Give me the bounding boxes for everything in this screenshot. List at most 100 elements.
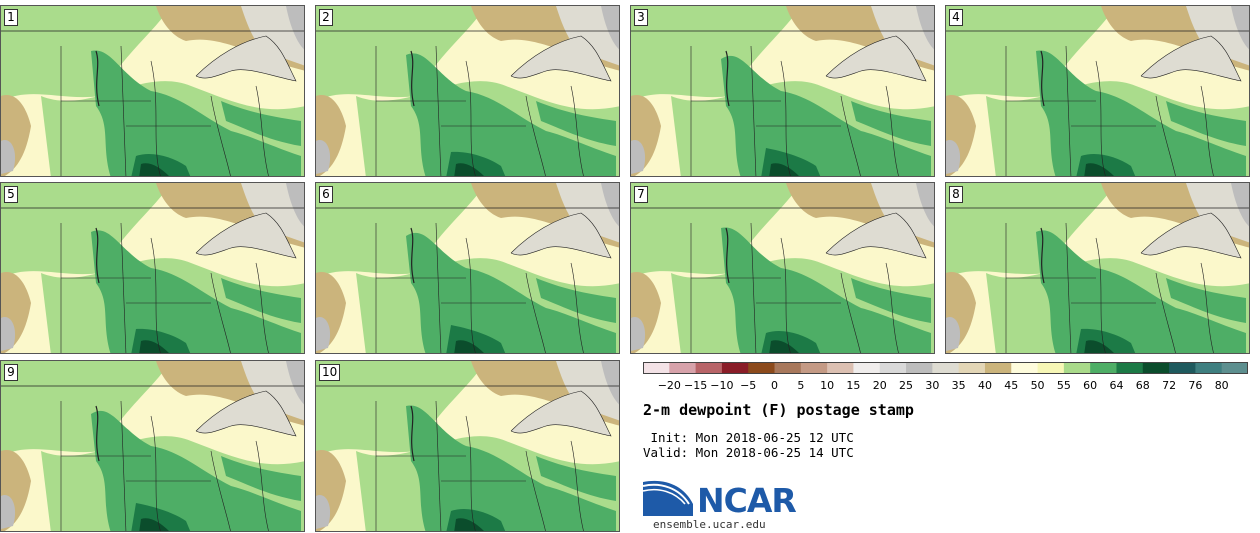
- dewpoint-map: [631, 183, 934, 353]
- colorbar-swatch: [879, 362, 907, 374]
- field-green-east: [221, 101, 301, 146]
- dewpoint-map: [316, 183, 619, 353]
- lake-michigan-shore: [255, 440, 269, 531]
- colorbar-swatch: [906, 362, 933, 374]
- lake-superior-shore: [195, 390, 297, 437]
- lake-superior: [196, 391, 296, 436]
- field-light-green: [631, 183, 801, 278]
- lake-superior-shore: [825, 212, 927, 259]
- colorbar-outline: [643, 362, 1248, 374]
- map-panel-4: 4: [945, 5, 1250, 177]
- river: [410, 50, 415, 107]
- state-border: [120, 45, 127, 176]
- field-grey-west: [316, 140, 331, 174]
- colorbar-swatch: [958, 362, 986, 374]
- dewpoint-map: [316, 6, 619, 176]
- field-dark-grey: [601, 361, 619, 405]
- field-darkest-green: [769, 340, 799, 353]
- colorbar-swatch: [1116, 362, 1144, 374]
- field-green-east: [221, 278, 301, 323]
- field-green-east: [536, 278, 616, 323]
- colorbar-tick-label: 20: [872, 379, 887, 392]
- dewpoint-map: [631, 6, 934, 176]
- colorbar-tick-label: 35: [951, 379, 966, 392]
- panel-label: 5: [4, 186, 18, 203]
- colorbar-tick-label: 5: [797, 379, 805, 392]
- state-border: [1095, 237, 1106, 353]
- colorbar-tick-label: 64: [1109, 379, 1124, 392]
- colorbar-swatch: [1195, 362, 1223, 374]
- colorbar-swatch: [800, 362, 828, 374]
- state-border: [465, 237, 476, 353]
- field-green-east: [536, 101, 616, 146]
- field-green-east: [1166, 278, 1246, 323]
- state-border: [465, 60, 476, 176]
- logo-wordmark: NCAR: [697, 481, 797, 520]
- field-grey: [556, 183, 619, 243]
- field-green-east: [851, 278, 931, 323]
- state-border: [120, 222, 127, 353]
- lake-superior: [1141, 36, 1241, 81]
- lake-michigan-shore: [570, 440, 584, 531]
- state-border: [465, 415, 476, 531]
- colorbar-swatch: [669, 362, 697, 374]
- state-border: [1155, 272, 1176, 353]
- colorbar-tick-label: 10: [820, 379, 835, 392]
- map-panel-5: 5: [0, 182, 305, 354]
- state-border: [435, 45, 442, 176]
- colorbar-swatch: [932, 362, 960, 374]
- panel-label: 1: [4, 9, 18, 26]
- colorbar-tick-label: −5: [740, 379, 757, 392]
- colorbar-swatch: [695, 362, 723, 374]
- field-grey: [871, 183, 934, 243]
- dewpoint-map: [1, 183, 304, 353]
- field-dark-grey: [286, 6, 304, 50]
- field-grey: [241, 183, 304, 243]
- field-darkest-green: [1084, 340, 1114, 353]
- lake-superior-shore: [825, 35, 927, 82]
- state-border: [1095, 60, 1106, 176]
- field-green-east: [221, 456, 301, 501]
- field-light-green: [1, 6, 171, 101]
- field-dark-grey: [1231, 6, 1249, 50]
- colorbar-tick-label: 0: [771, 379, 779, 392]
- colorbar-tick-label: 60: [1083, 379, 1098, 392]
- state-border: [210, 272, 231, 353]
- state-border: [150, 60, 161, 176]
- river: [1040, 50, 1045, 107]
- colorbar-tick-label: 25: [899, 379, 914, 392]
- river: [95, 50, 100, 107]
- plot-title: 2-m dewpoint (F) postage stamp: [643, 401, 914, 419]
- field-darkest-green: [1084, 163, 1114, 176]
- lake-michigan-shore: [570, 262, 584, 353]
- colorbar-swatch: [1090, 362, 1117, 374]
- colorbar-tick-label: −20: [657, 379, 681, 392]
- field-green: [721, 55, 931, 176]
- colorbar-swatch: [1169, 362, 1196, 374]
- dewpoint-map: [1, 6, 304, 176]
- lake-michigan-shore: [885, 262, 899, 353]
- map-panel-9: 9: [0, 360, 305, 532]
- lake-superior-shore: [510, 35, 612, 82]
- river: [410, 227, 415, 284]
- lake-michigan-shore: [255, 85, 269, 176]
- colorbar-swatch: [984, 362, 1012, 374]
- field-darkest-green: [769, 163, 799, 176]
- lake-superior: [511, 213, 611, 258]
- colorbar-tick-label: 68: [1135, 379, 1150, 392]
- field-light-green: [1, 183, 171, 278]
- field-grey-west: [316, 495, 331, 529]
- lake-superior-shore: [1140, 212, 1242, 259]
- state-border: [750, 222, 757, 353]
- state-border: [150, 237, 161, 353]
- field-dark-grey: [286, 361, 304, 405]
- field-green-east: [536, 456, 616, 501]
- panel-label: 10: [319, 364, 341, 381]
- colorbar-tick-label: 76: [1188, 379, 1203, 392]
- lake-superior-shore: [510, 390, 612, 437]
- state-border: [840, 95, 861, 176]
- field-grey: [241, 361, 304, 421]
- field-grey: [1186, 6, 1249, 66]
- colorbar-swatch: [1011, 362, 1039, 374]
- field-darkest-green: [139, 340, 169, 353]
